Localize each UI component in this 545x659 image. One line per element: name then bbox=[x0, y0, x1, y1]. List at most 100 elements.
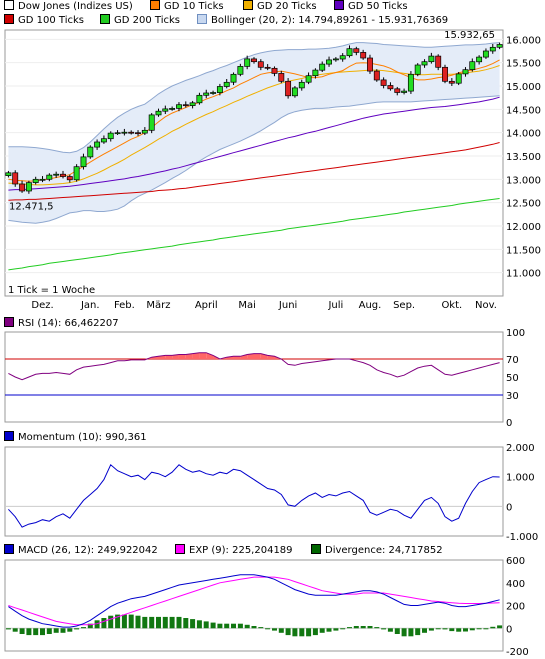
divergence-bar bbox=[367, 626, 373, 629]
divergence-bar bbox=[176, 616, 182, 629]
candle-body bbox=[462, 69, 469, 75]
candle-body bbox=[264, 66, 271, 69]
candle-body bbox=[380, 79, 387, 86]
divergence-bar bbox=[401, 628, 407, 637]
divergence-bar bbox=[299, 628, 305, 637]
legend-swatch bbox=[175, 544, 185, 554]
candle-body bbox=[455, 73, 462, 84]
divergence-bar bbox=[183, 618, 189, 629]
divergence-bar bbox=[265, 628, 271, 630]
divergence-bar bbox=[244, 624, 250, 629]
divergence-bar bbox=[456, 628, 462, 632]
candle-body bbox=[107, 132, 114, 140]
rsi-overbought-fill bbox=[185, 353, 193, 359]
rsi-overbought-fill bbox=[192, 352, 200, 359]
divergence-bar bbox=[463, 628, 468, 632]
candle-body bbox=[346, 48, 353, 57]
divergence-bar bbox=[415, 628, 421, 636]
legend-swatch bbox=[197, 14, 207, 24]
divergence-bar bbox=[422, 628, 427, 633]
month-label: April bbox=[195, 300, 218, 311]
divergence-bar bbox=[278, 628, 284, 633]
price-tick-label: 12.500 bbox=[506, 199, 541, 210]
divergence-bar bbox=[497, 625, 503, 629]
divergence-bar bbox=[217, 623, 223, 629]
divergence-bar bbox=[224, 623, 230, 629]
candle-body bbox=[291, 87, 298, 97]
divergence-bar bbox=[353, 626, 359, 629]
candle-body bbox=[367, 57, 373, 72]
candle-body bbox=[39, 178, 46, 181]
candle-body bbox=[189, 102, 196, 106]
candle-body bbox=[12, 172, 19, 185]
rsi-tick-label: 50 bbox=[506, 373, 519, 384]
candle-body bbox=[73, 166, 80, 181]
divergence-bar bbox=[340, 628, 346, 630]
candle-body bbox=[271, 67, 278, 74]
divergence-bar bbox=[203, 621, 209, 629]
gd50-line bbox=[8, 96, 500, 191]
legend-swatch bbox=[4, 0, 14, 10]
candle-body bbox=[421, 61, 428, 66]
divergence-bar bbox=[142, 616, 148, 629]
candle-body bbox=[251, 58, 257, 63]
divergence-bar bbox=[483, 628, 489, 630]
divergence-bar bbox=[476, 628, 482, 630]
legend-momentum: Momentum (10): 990,361 bbox=[4, 431, 147, 444]
price-tick-label: 11.000 bbox=[506, 269, 541, 280]
divergence-bar bbox=[374, 627, 380, 629]
macd-tick-label: 200 bbox=[506, 602, 525, 613]
rsi-overbought-fill bbox=[199, 352, 207, 359]
candle-body bbox=[278, 73, 285, 82]
divergence-bar bbox=[12, 628, 18, 632]
candle-body bbox=[237, 66, 244, 75]
candle-body bbox=[414, 64, 421, 75]
legend-swatch bbox=[311, 544, 321, 554]
momentum-panel bbox=[4, 446, 504, 537]
candle-body bbox=[428, 55, 435, 63]
price-tick-label: 11.500 bbox=[506, 245, 541, 256]
rsi-overbought-fill bbox=[247, 353, 254, 359]
candle-body bbox=[176, 104, 182, 109]
divergence-bar bbox=[210, 622, 216, 629]
rsi-overbought-fill bbox=[233, 356, 241, 359]
candle-body bbox=[326, 59, 332, 65]
divergence-bar bbox=[196, 620, 202, 629]
divergence-bar bbox=[237, 623, 243, 629]
divergence-bar bbox=[272, 628, 277, 631]
price-tick-label: 15.500 bbox=[506, 59, 541, 70]
rsi-tick-label: 70 bbox=[506, 355, 519, 366]
divergence-bar bbox=[251, 626, 257, 629]
divergence-bar bbox=[156, 616, 161, 629]
legend-label: GD 100 Ticks bbox=[18, 15, 84, 26]
legend-swatch bbox=[100, 14, 110, 24]
candle-body bbox=[162, 108, 169, 112]
candle-body bbox=[121, 131, 128, 134]
macd-line bbox=[8, 574, 500, 628]
divergence-bar bbox=[81, 627, 86, 629]
rsi-overbought-fill bbox=[254, 353, 261, 359]
divergence-bar bbox=[26, 628, 32, 636]
divergence-bar bbox=[101, 618, 107, 629]
divergence-bar bbox=[490, 626, 496, 629]
divergence-bar bbox=[128, 614, 134, 629]
price-tick-label: 13.500 bbox=[506, 152, 541, 163]
candle-body bbox=[435, 55, 442, 68]
legend-swatch bbox=[4, 544, 14, 554]
gd200-line bbox=[8, 198, 500, 271]
month-label: Sep. bbox=[393, 300, 415, 311]
divergence-bar bbox=[428, 628, 434, 631]
candle-body bbox=[87, 146, 94, 158]
price-tick-label: 14.500 bbox=[506, 105, 541, 116]
rsi-overbought-fill bbox=[240, 354, 248, 359]
legend-swatch bbox=[4, 317, 14, 327]
legend-gd50: GD 50 Ticks bbox=[334, 0, 408, 13]
divergence-bar bbox=[381, 628, 387, 630]
divergence-bar bbox=[94, 620, 100, 629]
candle-body bbox=[469, 61, 476, 70]
legend-label: GD 200 Ticks bbox=[114, 15, 180, 26]
rsi-panel bbox=[4, 331, 504, 423]
legend-bollinger: Bollinger (20, 2): 14.794,89261 - 15.931… bbox=[197, 14, 448, 27]
month-label: Jan. bbox=[80, 300, 100, 311]
